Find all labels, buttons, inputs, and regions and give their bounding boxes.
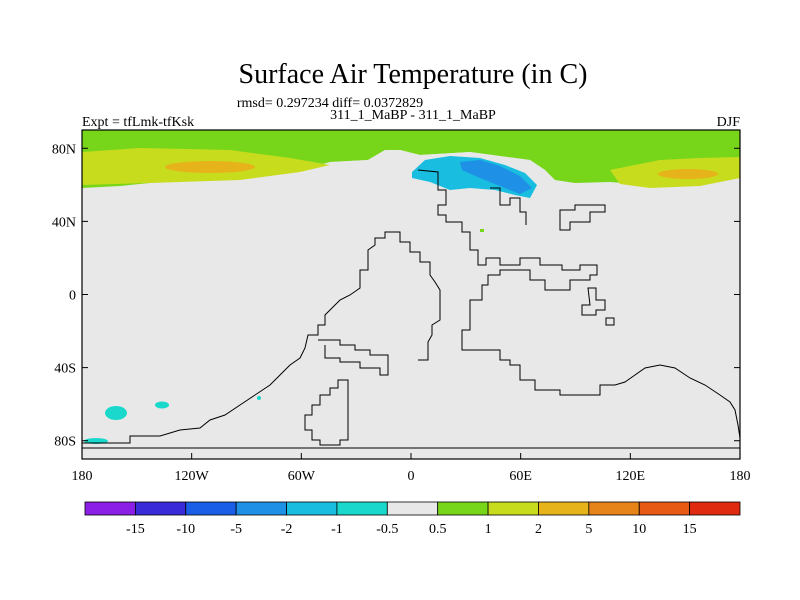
center-label: 311_1_MaBP - 311_1_MaBP	[330, 108, 496, 123]
colorbar-label: -1	[331, 522, 343, 537]
x-tick-label: 120E	[616, 469, 646, 484]
colorbar-label: -2	[281, 522, 293, 537]
y-tick-label: 40N	[52, 215, 76, 230]
colorbar-swatch	[437, 501, 489, 516]
colorbar-swatch	[84, 501, 136, 516]
y-tick-label: 80N	[52, 142, 76, 157]
y-tick-label: 0	[69, 289, 76, 304]
coastline-east-island	[559, 204, 606, 231]
colorbar-label: 1	[485, 522, 492, 537]
map-plot	[81, 129, 741, 460]
southern-ocean-cooling-small	[155, 401, 169, 409]
small-warm-spot	[480, 229, 484, 232]
colorbar-swatch	[689, 501, 741, 516]
coastline-southwest-arc	[304, 379, 349, 446]
colorbar-swatch	[286, 501, 338, 516]
colorbar-swatch	[185, 501, 237, 516]
colorbar-label: -10	[176, 522, 195, 537]
colorbar: -15 -10 -5 -2 -1 -0.5 0.5 1 2 5 10 15	[84, 501, 741, 537]
coastline-small-island	[605, 317, 615, 326]
x-tick-label: 0	[408, 469, 415, 484]
experiment-label: Expt = tfLmk-tfKsk	[82, 115, 194, 130]
siberia-strong-warming	[165, 161, 255, 173]
colorbar-swatch	[336, 501, 388, 516]
pacific-strong-warming	[658, 169, 718, 179]
y-tick-label: 40S	[54, 362, 76, 377]
colorbar-swatch	[588, 501, 640, 516]
x-tick-label: 180	[730, 469, 751, 484]
colorbar-swatch	[134, 501, 187, 516]
season-label: DJF	[717, 115, 741, 130]
coastline-northern-inlet	[490, 187, 527, 225]
x-tick-label: 180	[72, 469, 93, 484]
colorbar-swatch	[638, 501, 691, 516]
colorbar-swatch	[235, 501, 287, 516]
colorbar-label: -5	[230, 522, 242, 537]
colorbar-label: 10	[632, 522, 646, 537]
coastlines	[82, 169, 741, 449]
colorbar-swatch	[386, 501, 439, 516]
coastline-island-chain	[581, 287, 606, 316]
colorbar-label: 15	[683, 522, 697, 537]
colorbar-label: 0.5	[429, 522, 447, 537]
coastline-antarctica	[82, 231, 441, 444]
colorbar-swatch	[538, 501, 590, 516]
x-axis: 180 120W 60W 0 60E 120E 180	[72, 453, 751, 484]
stats-line: rmsd= 0.297234 diff= 0.0372829	[237, 96, 423, 111]
y-axis: 80N 40N 0 40S 80S	[52, 142, 740, 450]
coastline-main-continent	[417, 169, 741, 439]
colorbar-label: 5	[585, 522, 592, 537]
chart-title: Surface Air Temperature (in C)	[239, 59, 588, 90]
colorbar-swatch	[487, 501, 539, 516]
colorbar-label: -0.5	[376, 522, 398, 537]
x-tick-label: 60W	[288, 469, 316, 484]
southern-ocean-cooling	[105, 406, 127, 420]
colorbar-label: 2	[535, 522, 542, 537]
tiny-cooling-spot	[257, 396, 261, 400]
x-tick-label: 120W	[175, 469, 210, 484]
coastline-south-continent	[318, 339, 389, 376]
y-tick-label: 80S	[54, 435, 76, 450]
barents-cooling-core	[460, 160, 532, 194]
x-tick-label: 60E	[509, 469, 532, 484]
colorbar-label: -15	[126, 522, 145, 537]
